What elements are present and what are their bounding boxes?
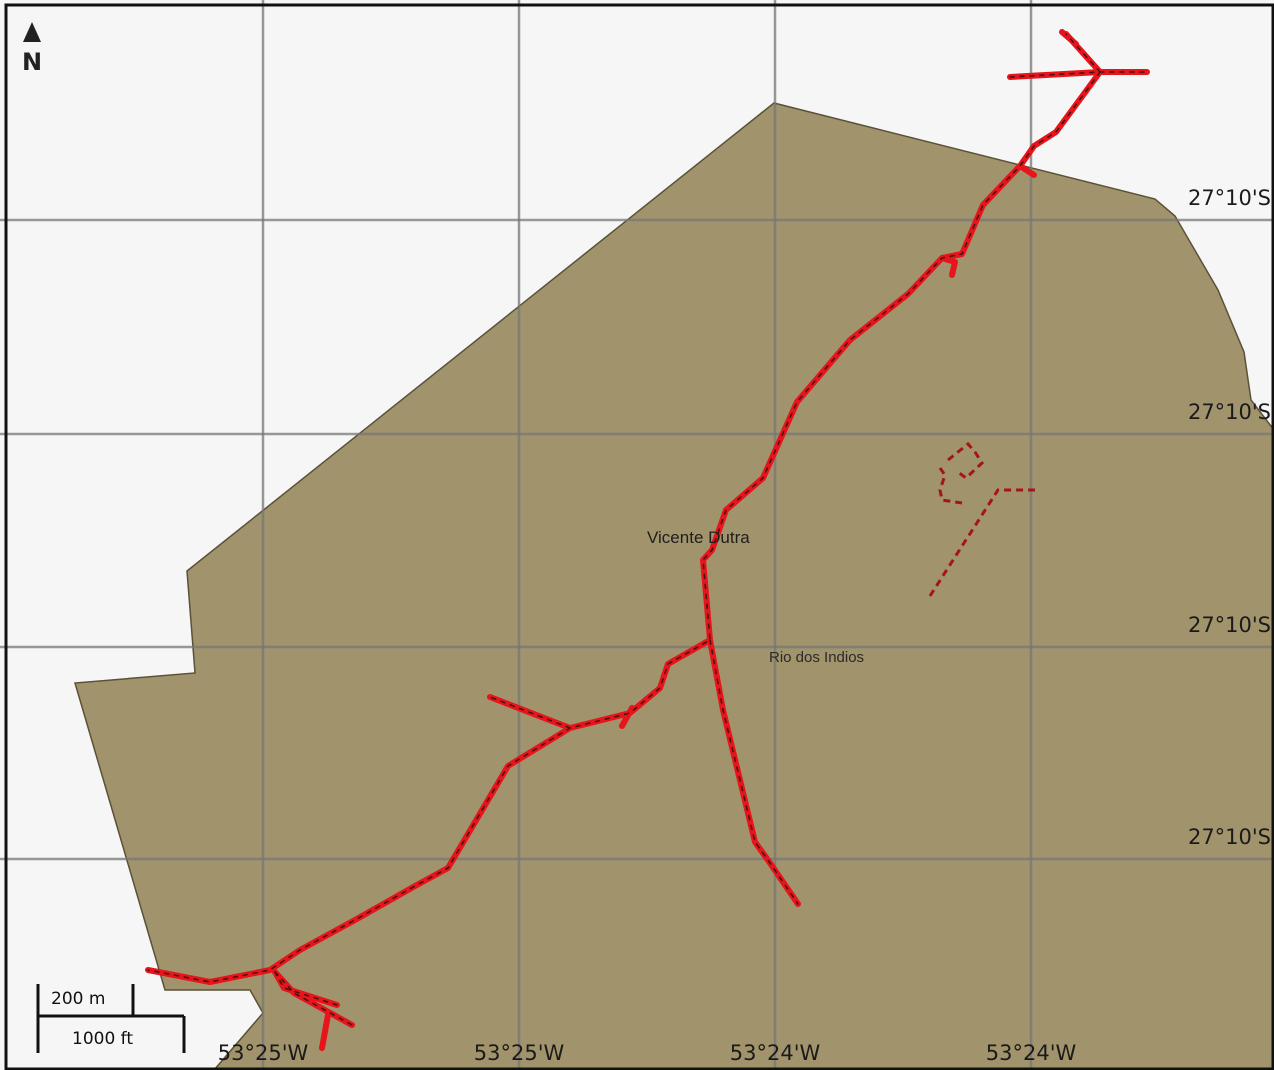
place-label-rio-dos-indios: Rio dos Indios (769, 649, 864, 666)
lat-label-2: 27°10'S (1188, 400, 1271, 424)
scale-imperial-label: 1000 ft (72, 1029, 133, 1049)
lat-label-1: 27°10'S (1188, 186, 1271, 210)
lon-label-3: 53°24'W (730, 1041, 821, 1065)
south-branch-dash (709, 639, 799, 905)
lon-label-4: 53°24'W (986, 1041, 1077, 1065)
road-spur-1 (1017, 163, 1037, 178)
road-network (145, 29, 1150, 1051)
scale-bar: 200 m 1000 ft (36, 984, 186, 1053)
west-branch-dash (489, 696, 571, 729)
minor-path-2 (938, 467, 963, 505)
road-spur-3 (619, 705, 635, 729)
road-center-dash (147, 33, 1148, 1026)
land-area (74, 102, 1274, 1070)
north-label: N (22, 48, 42, 76)
road-spur-2 (939, 255, 958, 278)
lat-label-4: 27°10'S (1188, 825, 1271, 849)
minor-path-3 (947, 441, 984, 480)
minor-path-1 (928, 488, 1035, 597)
lon-label-1: 53°25'W (218, 1041, 309, 1065)
place-label-vicente-dutra: Vicente Dutra (647, 528, 750, 547)
map-frame (4, 3, 1274, 1070)
lat-label-3: 27°10'S (1188, 613, 1271, 637)
south-2-dash (274, 971, 353, 1026)
scale-metric-label: 200 m (51, 989, 105, 1009)
north-arrow-icon (23, 22, 41, 42)
minor-paths (928, 441, 1035, 597)
branch-ne-dash (1065, 33, 1101, 73)
scale-bar-lines (36, 984, 186, 1053)
main-road (145, 69, 1103, 985)
lon-label-2: 53°25'W (474, 1041, 565, 1065)
road-south-3 (319, 1012, 331, 1051)
north-arrow: N (22, 22, 42, 76)
